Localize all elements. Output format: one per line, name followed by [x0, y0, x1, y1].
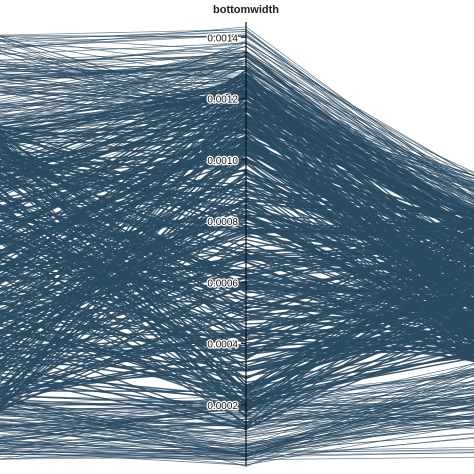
- bottomwidth-ticks: 0.0014 0.0012 0.0010 0.0008 0.0006 0.0004 0.00…: [206, 32, 246, 413]
- bottomwidth-axis: bottomwidth 0.00140.00120.00100.00080.00…: [206, 4, 279, 466]
- bottomwidth-axis-title: bottomwidth: [213, 4, 279, 16]
- tick-label: 0.0012: [207, 95, 238, 106]
- tick-label: 0.0008: [207, 217, 238, 228]
- polyline-group: [0, 26, 474, 467]
- tick-label: 0.0010: [207, 156, 238, 167]
- tick-label: 0.0004: [207, 340, 238, 351]
- tick-label: 0.0014: [207, 33, 238, 44]
- tick-label: 0.0006: [207, 278, 238, 289]
- tick-label: 0.0002: [207, 401, 238, 412]
